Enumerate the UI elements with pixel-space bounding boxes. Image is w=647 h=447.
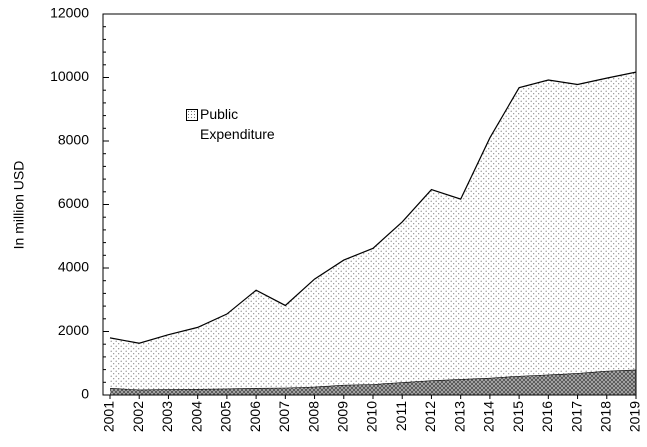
x-tick-label: 2004 — [188, 401, 204, 432]
x-tick-label: 2006 — [247, 401, 263, 432]
x-tick-label: 2015 — [510, 401, 526, 432]
y-tick-label: 6000 — [58, 195, 89, 211]
x-tick-label: 2013 — [451, 401, 467, 432]
x-tick-label: 2007 — [276, 401, 292, 432]
x-tick-label: 2008 — [305, 401, 321, 432]
y-tick-label: 10000 — [50, 68, 89, 84]
x-tick-label: 2011 — [393, 401, 409, 431]
x-tick-label: 2005 — [218, 401, 234, 432]
x-tick-label: 2018 — [597, 401, 613, 432]
y-tick-label: 0 — [81, 386, 89, 402]
y-tick-label: 2000 — [58, 322, 89, 338]
legend-label: Public Expenditure — [200, 106, 275, 142]
y-tick-label: 4000 — [58, 259, 89, 275]
x-tick-label: 2017 — [568, 401, 584, 432]
y-tick-label: 8000 — [58, 132, 89, 148]
x-tick-label: 2003 — [159, 401, 175, 432]
legend-swatch — [186, 109, 198, 121]
y-axis-label: In million USD — [11, 161, 27, 250]
x-tick-label: 2010 — [364, 401, 380, 432]
x-tick-label: 2014 — [481, 401, 497, 432]
legend: Public Expenditure — [186, 104, 310, 144]
y-tick-label: 12000 — [50, 5, 89, 21]
area-edge — [109, 71, 637, 344]
x-tick-label: 2002 — [130, 401, 146, 432]
area — [110, 72, 636, 390]
x-tick-label: 2001 — [101, 401, 117, 432]
x-tick-label: 2019 — [627, 401, 643, 432]
x-tick-label: 2012 — [422, 401, 438, 432]
x-tick-label: 2016 — [539, 401, 555, 432]
x-tick-label: 2009 — [334, 401, 350, 432]
